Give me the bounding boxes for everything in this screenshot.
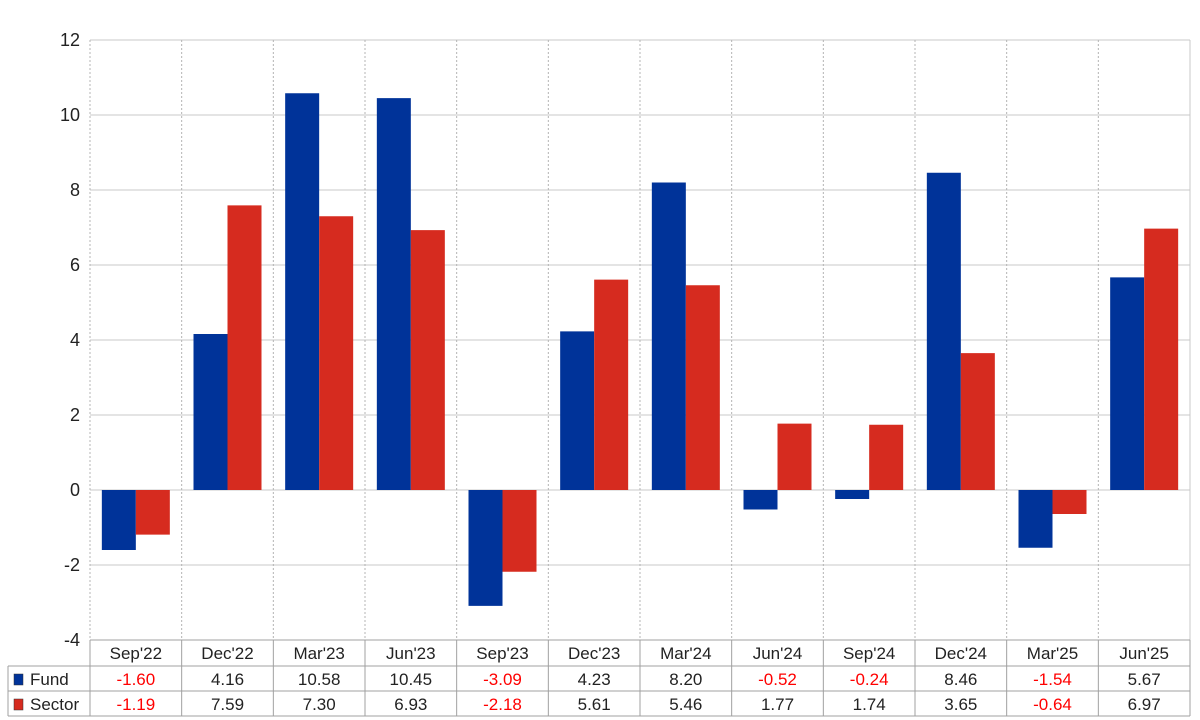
bar-sector <box>1144 228 1179 490</box>
bar-sector <box>319 216 354 490</box>
data-label-fund: 5.67 <box>1128 670 1161 689</box>
y-axis: -4 -2 0 2 4 6 8 10 12 <box>60 30 80 650</box>
data-label-sector: 7.59 <box>211 695 244 714</box>
x-category-label: Mar'24 <box>660 644 711 663</box>
gridlines <box>89 39 1191 641</box>
bar-fund <box>651 182 686 490</box>
data-label-sector: 5.46 <box>669 695 702 714</box>
data-label-sector: 1.74 <box>853 695 886 714</box>
legend-label-fund: Fund <box>30 670 69 689</box>
x-category-label: Dec'24 <box>935 644 987 663</box>
y-tick-label: 6 <box>70 255 80 275</box>
bar-fund <box>743 490 778 510</box>
bar-sector <box>135 490 170 535</box>
legend-label-sector: Sector <box>30 695 79 714</box>
bar-fund <box>193 334 228 490</box>
x-category-label: Jun'23 <box>386 644 436 663</box>
data-label-fund: -1.60 <box>116 670 155 689</box>
data-label-fund: 8.20 <box>669 670 702 689</box>
data-label-sector: -1.19 <box>116 695 155 714</box>
data-label-fund: -0.24 <box>850 670 889 689</box>
x-category-label: Jun'24 <box>753 644 803 663</box>
bar-fund <box>101 490 136 550</box>
bars <box>101 93 1179 606</box>
legend-swatch-fund <box>13 673 24 686</box>
bar-fund <box>560 331 595 490</box>
x-category-label: Sep'23 <box>476 644 528 663</box>
x-category-label: Dec'22 <box>201 644 253 663</box>
x-category-label: Mar'25 <box>1027 644 1078 663</box>
data-label-fund: 4.23 <box>578 670 611 689</box>
bar-sector <box>410 230 445 490</box>
x-category-label: Sep'22 <box>110 644 162 663</box>
data-label-sector: 7.30 <box>303 695 336 714</box>
bar-fund <box>926 172 961 490</box>
data-label-sector: 5.61 <box>578 695 611 714</box>
bar-fund <box>468 490 503 606</box>
bar-sector <box>594 279 629 490</box>
data-label-sector: -0.64 <box>1033 695 1072 714</box>
data-label-fund: 4.16 <box>211 670 244 689</box>
y-tick-label: -4 <box>64 630 80 650</box>
data-label-fund: -0.52 <box>758 670 797 689</box>
y-tick-label: 8 <box>70 180 80 200</box>
data-label-fund: -3.09 <box>483 670 522 689</box>
x-category-label: Jun'25 <box>1119 644 1169 663</box>
data-label-sector: 3.65 <box>944 695 977 714</box>
data-label-sector: 6.93 <box>394 695 427 714</box>
data-label-fund: 10.58 <box>298 670 341 689</box>
data-table: Sep'22 Dec'22 Mar'23 Jun'23 Sep'23 Dec'23 Mar'… <box>7 639 1191 717</box>
data-label-fund: 8.46 <box>944 670 977 689</box>
x-category-label: Mar'23 <box>293 644 344 663</box>
bar-fund <box>285 93 320 490</box>
bar-fund <box>376 98 411 490</box>
y-tick-label: 0 <box>70 480 80 500</box>
bar-sector <box>685 285 720 490</box>
data-label-sector: 6.97 <box>1128 695 1161 714</box>
bar-sector <box>502 490 537 572</box>
bar-sector <box>777 423 812 490</box>
bar-fund <box>1018 490 1053 548</box>
data-label-sector: -2.18 <box>483 695 522 714</box>
data-label-sector: 1.77 <box>761 695 794 714</box>
bar-sector <box>869 424 904 490</box>
data-label-fund: -1.54 <box>1033 670 1072 689</box>
legend-swatch-sector <box>13 698 24 711</box>
y-tick-label: 12 <box>60 30 80 50</box>
bar-sector <box>960 353 995 490</box>
bar-sector <box>1052 490 1087 514</box>
x-category-label: Dec'23 <box>568 644 620 663</box>
data-label-fund: 10.45 <box>390 670 433 689</box>
bar-fund <box>835 490 870 499</box>
bar-sector <box>227 205 262 490</box>
y-tick-label: -2 <box>64 555 80 575</box>
bar-fund <box>1110 277 1145 490</box>
x-category-label: Sep'24 <box>843 644 895 663</box>
y-tick-label: 4 <box>70 330 80 350</box>
y-tick-label: 10 <box>60 105 80 125</box>
y-tick-label: 2 <box>70 405 80 425</box>
